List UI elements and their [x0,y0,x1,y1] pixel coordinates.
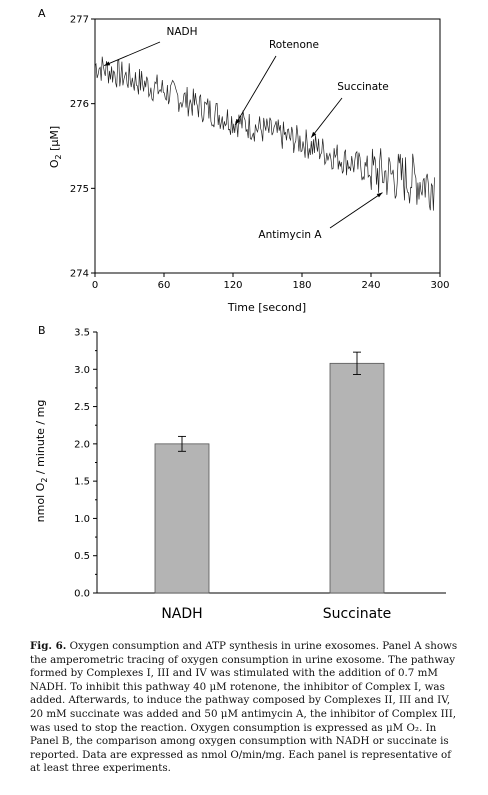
x-tick-label: 300 [430,280,449,291]
y-tick-label: 0.5 [74,551,90,562]
annotation-arrowhead [376,192,383,198]
annotation-label: Succinate [337,81,388,93]
annotation-label: NADH [166,26,197,38]
annotation-arrowhead [235,118,240,125]
x-tick-label: 240 [361,280,380,291]
y-tick-label: 1.0 [74,514,90,525]
oxygen-trace-line [94,56,435,211]
annotation-arrow [329,192,383,229]
category-label: Succinate [323,606,392,622]
bar [154,443,210,594]
annotation-arrow [104,41,161,66]
bar [329,362,385,594]
y-tick-label: 277 [70,15,89,26]
x-tick-label: 0 [92,280,98,291]
annotation-arrow [310,97,343,138]
panel-label-a: A [38,7,46,20]
annotation-arrowhead [104,61,111,66]
panel-label-b: B [38,324,46,337]
y-tick-label: 1.5 [74,477,90,488]
annotation-label: Antimycin A [258,229,322,241]
y-tick-label: 275 [70,184,89,195]
bar-chart-b: B 0.0 0.5 1.0 1.5 2.0 2.5 3.0 3.5 NADH Succinate… [34,324,446,622]
x-tick-label: 60 [158,280,171,291]
figure-caption: Fig. 6. Oxygen consumption and ATP synth… [30,640,462,776]
y-tick-label: 3.0 [74,365,90,376]
annotation-label: Rotenone [269,39,319,51]
annotation-arrowhead [311,131,317,138]
caption-lead: Fig. 6. [30,640,67,652]
y-tick-label: 2.5 [74,402,90,413]
y-axis-label: O2 [μM] [48,126,63,168]
plot-frame [94,18,441,274]
line-chart-a: A 0 60 120 180 240 300 274 275 276 277 NADH Roteno… [38,7,450,314]
y-tick-label: 3.5 [74,328,90,339]
annotation-arrow [234,55,277,126]
panel-b: B 0.0 0.5 1.0 1.5 2.0 2.5 3.0 3.5 NADH Succinate… [0,318,488,637]
x-tick-label: 120 [223,280,242,291]
y-axis-label: nmol O2 / minute / mg [34,400,49,523]
y-tick-label: 276 [70,99,89,110]
x-axis-label: Time [second] [227,301,306,314]
category-label: NADH [161,606,202,622]
y-tick-label: 2.0 [74,439,90,450]
caption-text: Oxygen consumption and ATP synthesis in … [30,640,458,775]
x-tick-label: 180 [292,280,311,291]
y-tick-label: 0.0 [74,589,90,600]
panel-a: A 0 60 120 180 240 300 274 275 276 277 NADH Roteno… [0,0,488,322]
y-tick-label: 274 [70,269,89,280]
